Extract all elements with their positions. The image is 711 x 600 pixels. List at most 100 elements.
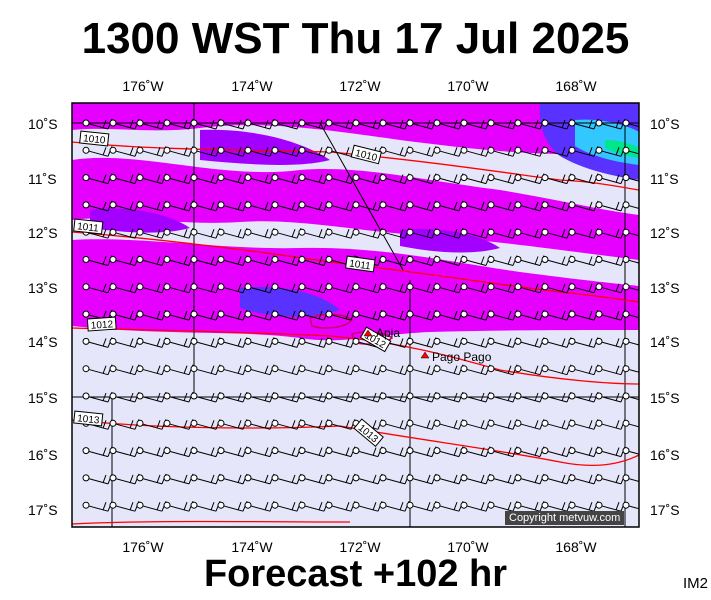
wind-barb-flag (183, 392, 188, 402)
wind-barb-flag (507, 474, 512, 484)
wind-barb-shaft (274, 286, 298, 294)
wind-barb-flag (237, 174, 242, 183)
wind-barb-shaft (247, 422, 271, 430)
wind-barb-station (298, 201, 306, 209)
wind-barb-station (541, 474, 549, 482)
wind-barb-shaft (274, 149, 298, 157)
wind-barb (622, 501, 639, 510)
map-frame (71, 102, 640, 528)
wind-barb-flag (588, 201, 593, 211)
wind-barb-shaft (517, 177, 541, 185)
wind-barb-flag (588, 365, 593, 374)
wind-barb-station (406, 392, 414, 400)
wind-barb-shaft (112, 340, 136, 348)
wind-barb-station (568, 174, 576, 182)
wind-barb-shaft (490, 259, 514, 266)
wind-barb-station (595, 174, 603, 182)
wind-barb-shaft (220, 313, 244, 321)
wind-barb-shaft (166, 368, 190, 376)
wind-barb-shaft (571, 422, 595, 430)
isobar-1010 (72, 141, 639, 191)
wind-barb-station (460, 228, 468, 236)
wind-barb-flag (615, 392, 620, 402)
wind-barb-flag (507, 338, 512, 347)
wind-barb-station (271, 474, 279, 482)
wind-barb-flag (615, 447, 620, 456)
wind-barb-station (244, 146, 252, 154)
lat-label-17s-right: 17˚S (650, 502, 680, 518)
wind-barb-flag (453, 392, 458, 402)
wind-barb-station (82, 174, 90, 182)
wind-barb (595, 473, 626, 485)
wind-barb-station (541, 447, 549, 455)
wind-barb-flag (507, 502, 512, 511)
wind-barb-station (325, 337, 333, 345)
wind-barb-station (298, 174, 306, 182)
wind-barb-station (487, 501, 495, 509)
wind-barb-shaft (301, 259, 325, 266)
wind-barb-station (82, 447, 90, 455)
wind-barb-shaft (517, 450, 541, 458)
wind-barb-shaft (436, 340, 460, 348)
wind-barb-shaft (166, 231, 190, 239)
wind-barb (595, 228, 626, 239)
wind-barb (136, 446, 167, 458)
wind-barb-shaft (355, 286, 379, 294)
wind-barb-shaft (112, 231, 136, 239)
wind-barb-flag (480, 474, 485, 484)
wind-barb-station (217, 174, 225, 182)
wind-barb-shaft (139, 450, 163, 458)
wind-barb-flag (318, 283, 323, 292)
wind-barb-station (217, 283, 225, 291)
wind-barb (217, 146, 248, 157)
wind-barb-station (244, 365, 252, 373)
wind-barb-shaft (355, 231, 379, 239)
wind-barb (541, 255, 572, 266)
wind-barb-flag (399, 474, 404, 484)
wind-barb-flag (426, 119, 431, 129)
wind-barb-flag (237, 338, 242, 347)
wind-barb-shaft (193, 177, 217, 185)
wind-barb-station (433, 283, 441, 291)
wind-barb-station (460, 283, 468, 291)
wind-barb-flag (237, 474, 242, 484)
wind-barb-station (568, 201, 576, 209)
wind-barb-shaft (409, 122, 433, 130)
wind-barb-shaft (274, 395, 298, 403)
wind-barb-station (514, 283, 522, 291)
wind-barb-shaft (328, 340, 352, 348)
wind-barb-flag (643, 366, 646, 374)
lon-label-174w: 174˚W (231, 78, 273, 94)
wind-barb-flag (318, 256, 323, 265)
wind-barb-flag (264, 174, 269, 183)
wind-barb-shaft (571, 122, 595, 130)
wind-barb (109, 282, 140, 294)
wind-barb-shaft (463, 177, 487, 185)
wind-barb-shaft (490, 231, 514, 239)
lon-label-170w-bottom: 170˚W (447, 539, 489, 555)
wind-barb-flag (534, 392, 539, 402)
wind-barb-flag (291, 392, 296, 402)
wind-barb-station (136, 447, 144, 455)
wind-barb-flag (615, 474, 620, 484)
wind-barb-shaft (571, 368, 595, 376)
wind-barb (406, 118, 437, 130)
image-id-label: IM2 (682, 575, 708, 592)
wind-barb-station (595, 310, 603, 318)
lat-label-10s-right: 10˚S (650, 116, 680, 132)
rain-band-1 (72, 103, 639, 155)
wind-barb (406, 309, 437, 321)
wind-barb (487, 146, 518, 157)
wind-barb-station (298, 119, 306, 127)
apia-marker (363, 329, 373, 337)
wind-barb-flag (399, 256, 404, 265)
wind-barb-shaft (166, 504, 190, 512)
wind-barb-flag (507, 420, 512, 429)
wind-barb (568, 364, 599, 376)
wind-barb-station (271, 419, 279, 427)
lat-label-13s: 13˚S (28, 280, 58, 296)
wind-barb-shaft (166, 340, 190, 348)
wind-barb-station (82, 501, 90, 509)
wind-barb-station (163, 146, 171, 154)
wind-barb (622, 474, 639, 482)
